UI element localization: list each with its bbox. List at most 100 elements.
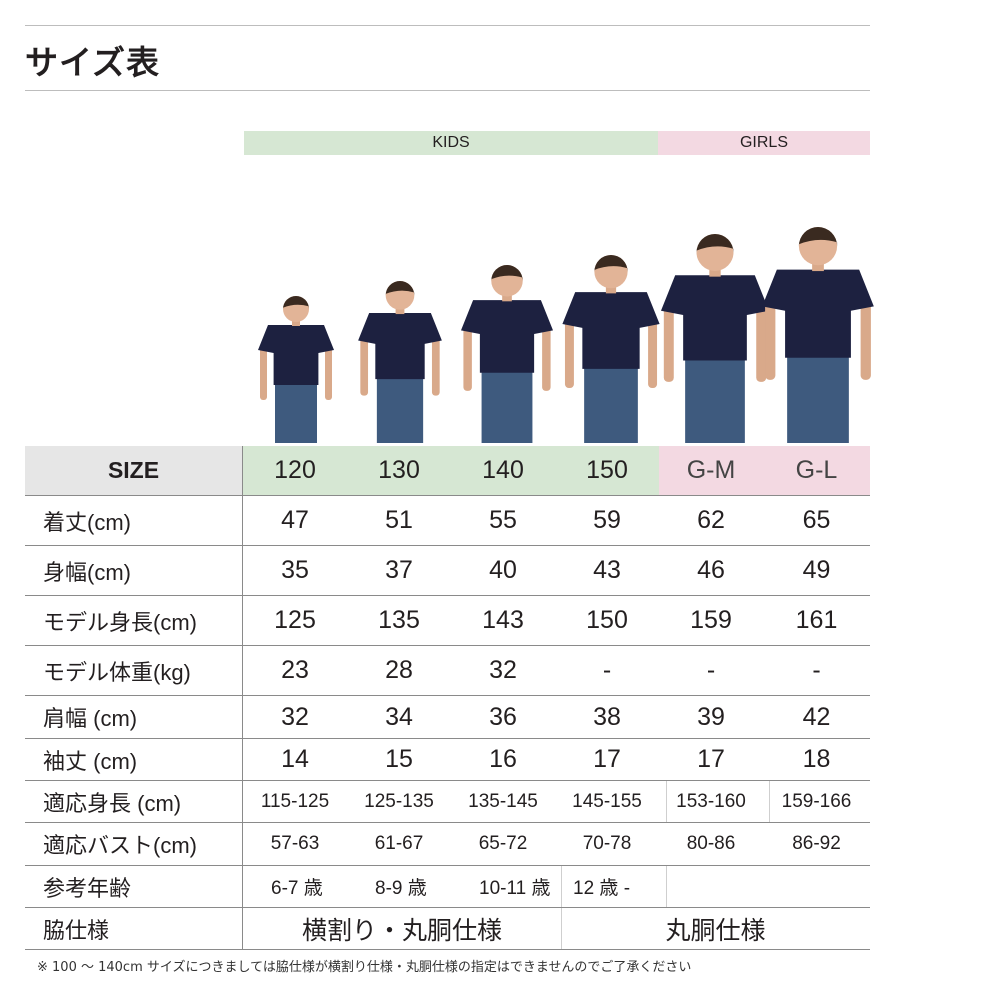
row-label: 適応身長 (cm)	[25, 781, 243, 822]
table-cell: 49	[802, 556, 831, 584]
model-photo-150	[562, 255, 660, 443]
table-cell: 145-155	[572, 790, 642, 812]
model-photo-120	[258, 296, 334, 443]
size-column-header: 130	[347, 446, 451, 495]
table-cell: 135-145	[468, 790, 538, 812]
table-cell: 143	[482, 606, 524, 634]
table-cell: -	[812, 656, 821, 684]
table-cell: 59	[593, 506, 621, 534]
table-cell: 14	[281, 745, 309, 773]
table-row: モデル身長(cm) 125 135 143 150 159 161	[25, 596, 870, 646]
size-column-header: 140	[451, 446, 555, 495]
footnote: ※ 100 ～ 140cm サイズにつきましては脇仕様が横割り仕様・丸胴仕様の指…	[37, 960, 692, 975]
table-cell: 23	[281, 656, 309, 684]
table-cell: 42	[802, 702, 831, 731]
table-cell: 153-160	[676, 790, 746, 812]
cell-divider	[769, 781, 770, 822]
table-cell: 38	[593, 702, 621, 731]
model-photo-G-L	[762, 226, 874, 443]
table-cell: 161	[795, 606, 838, 634]
table-cell: 6-7 歳	[271, 878, 323, 899]
table-cell: 47	[281, 506, 309, 534]
table-cell: 159-166	[781, 790, 852, 812]
table-cell: 86-92	[792, 833, 841, 854]
table-cell: 17	[593, 745, 621, 773]
table-cell: 115-125	[260, 790, 330, 812]
page-title: サイズ表	[25, 43, 161, 82]
table-row: 適応身長 (cm) 115-125 125-135 135-145 145-155 153…	[25, 781, 870, 823]
model-photo-130	[358, 281, 442, 443]
model-photos	[258, 226, 874, 443]
size-column-header: G-L	[763, 446, 870, 495]
table-cell: 57-63	[270, 833, 320, 854]
row-label: 肩幅 (cm)	[25, 696, 243, 738]
size-column-header: G-M	[659, 446, 763, 495]
size-column-header: 120	[243, 446, 347, 495]
table-cell: 135	[378, 606, 420, 634]
table-row: 参考年齢 6-7 歳 8-9 歳 10-11 歳 12 歳 -	[25, 866, 870, 908]
side-spec-kids: 横割り・丸胴仕様	[301, 916, 502, 945]
table-row: 適応バスト(cm) 57-63 61-67 65-72 70-78 80-86 86-92	[25, 823, 870, 866]
table-cell: -	[706, 656, 716, 684]
size-column-header: 150	[555, 446, 659, 495]
size-header-row: SIZE 120 130 140 150 G-M G-L	[25, 446, 870, 496]
row-label: 脇仕様	[25, 908, 243, 949]
table-cell: 18	[802, 745, 831, 773]
cell-divider	[561, 908, 562, 949]
row-label: 着丈(cm)	[25, 496, 243, 545]
table-cell: 125	[274, 606, 316, 634]
table-cell: 70-78	[582, 833, 632, 854]
model-photo-140	[460, 265, 554, 443]
table-cell: 10-11 歳	[479, 878, 551, 899]
table-row: 身幅(cm) 35 37 40 43 46 49	[25, 546, 870, 596]
table-cell: 150	[586, 606, 628, 634]
table-row: 肩幅 (cm) 32 34 36 38 39 42	[25, 696, 870, 739]
table-cell: 55	[489, 506, 517, 534]
top-divider	[25, 25, 870, 26]
side-spec-girls: 丸胴仕様	[665, 916, 766, 945]
row-label: モデル身長(cm)	[25, 596, 243, 645]
table-cell: 61-67	[374, 833, 424, 854]
row-label: 参考年齢	[25, 866, 243, 907]
table-cell: 51	[385, 506, 413, 534]
size-label: SIZE	[25, 446, 243, 495]
table-cell: 32	[281, 702, 309, 731]
table-cell: 80-86	[686, 833, 736, 854]
table-row: モデル体重(kg) 23 28 32 - - -	[25, 646, 870, 696]
table-cell: 32	[489, 656, 517, 684]
row-label: 身幅(cm)	[25, 546, 243, 595]
title-divider	[25, 90, 870, 91]
table-cell: 15	[385, 745, 413, 773]
table-cell: 65	[802, 506, 831, 534]
table-row: 袖丈 (cm) 14 15 16 17 17 18	[25, 739, 870, 781]
cell-divider	[561, 866, 562, 907]
table-cell: 39	[697, 702, 725, 731]
table-cell: 17	[697, 745, 725, 773]
table-cell: 35	[281, 556, 309, 584]
table-cell: 8-9 歳	[375, 878, 427, 899]
table-cell: 46	[697, 556, 725, 584]
table-row: 脇仕様 横割り・丸胴仕様 丸胴仕様	[25, 908, 870, 950]
table-row: 着丈(cm) 47 51 55 59 62 65	[25, 496, 870, 546]
table-cell: 37	[385, 556, 413, 584]
table-cell: -	[602, 656, 612, 684]
table-cell: 159	[690, 606, 732, 634]
kids-group-header: KIDS	[244, 131, 658, 155]
table-cell: 28	[385, 656, 413, 684]
table-cell: 65-72	[478, 833, 528, 854]
row-label: 適応バスト(cm)	[25, 823, 243, 865]
cell-divider	[666, 866, 667, 907]
table-cell: 43	[593, 556, 621, 584]
table-cell: 16	[489, 745, 517, 773]
table-cell: 36	[489, 702, 517, 731]
row-label: モデル体重(kg)	[25, 646, 243, 695]
table-cell: 12 歳 -	[573, 878, 631, 899]
table-cell: 34	[385, 702, 413, 731]
cell-divider	[666, 781, 667, 822]
table-cell: 125-135	[364, 790, 434, 812]
table-cell: 62	[697, 506, 725, 534]
row-label: 袖丈 (cm)	[25, 739, 243, 780]
girls-group-header: GIRLS	[658, 131, 870, 155]
model-photo-G-M	[660, 233, 770, 443]
table-cell: 40	[489, 556, 517, 584]
